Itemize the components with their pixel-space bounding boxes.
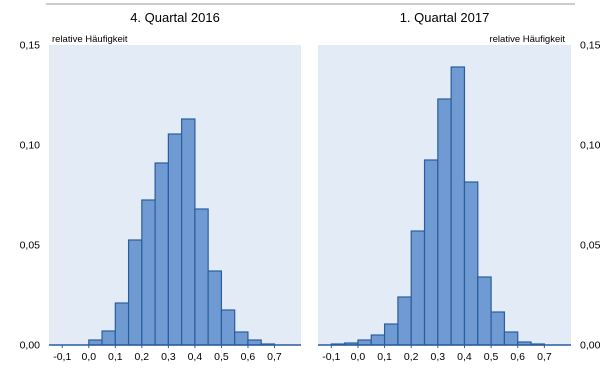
x-tick-label: 0,0 [81,351,96,363]
x-tick-label: -0,1 [322,351,340,363]
histogram-bar [410,230,426,346]
y-axis-label: relative Häufigkeit [489,34,565,45]
y-tick-label: 0,05 [580,240,601,252]
histogram-bar [437,98,452,346]
histogram-bar [490,311,506,346]
histogram-bar [383,323,399,346]
x-tick-label: 0,1 [108,351,123,363]
x-tick-label: 0,3 [431,351,446,363]
x-tick-label: 0,6 [510,351,525,363]
x-tick-label: 0,5 [484,351,499,363]
x-tick-label: 0,2 [404,351,419,363]
x-tick-label: 0,1 [377,351,392,363]
histogram-bar [101,330,116,346]
histogram-bar [154,162,169,346]
x-tick-label: 0,7 [537,351,552,363]
histogram-bar [503,331,519,346]
y-tick-label: 0,10 [20,140,41,152]
chart-title: 1. Quartal 2017 [400,10,490,25]
y-tick-label: 0,00 [20,340,41,352]
histogram-bar [127,239,143,346]
histogram-bar [114,302,130,346]
x-tick-label: 0,2 [135,351,150,363]
x-tick-label: 0,4 [188,351,203,363]
x-tick-label: -0,1 [53,351,71,363]
histogram-bar [167,133,183,346]
histogram-bar [423,159,439,346]
y-tick-label: 0,00 [580,340,601,352]
histogram-bar [463,181,479,346]
histogram-bar [220,309,236,346]
x-tick-label: 0,6 [241,351,256,363]
histogram-bar [207,270,223,346]
histogram-bar [477,276,492,346]
histogram-bar [234,331,249,346]
y-axis-label: relative Häufigkeit [52,34,128,45]
x-tick-label: 0,5 [214,351,229,363]
histogram-bar [194,208,209,346]
histogram-bar [397,296,412,346]
y-tick-label: 0,10 [580,140,601,152]
x-tick-label: 0,4 [457,351,472,363]
histogram-bar [370,334,386,346]
x-tick-label: 0,3 [161,351,176,363]
x-tick-label: 0,7 [267,351,282,363]
histogram-bar [450,66,466,346]
y-tick-label: 0,15 [20,40,41,52]
y-tick-label: 0,05 [20,240,41,252]
chart-title: 4. Quartal 2016 [130,10,220,25]
x-tick-label: 0,0 [351,351,366,363]
chart-panel-q1-2017: 1. Quartal 2017 relative Häufigkeit -0,1 0,… [318,10,601,363]
histogram-bar [141,199,156,346]
y-tick-label: 0,15 [580,40,601,52]
histogram-bar [181,118,196,346]
